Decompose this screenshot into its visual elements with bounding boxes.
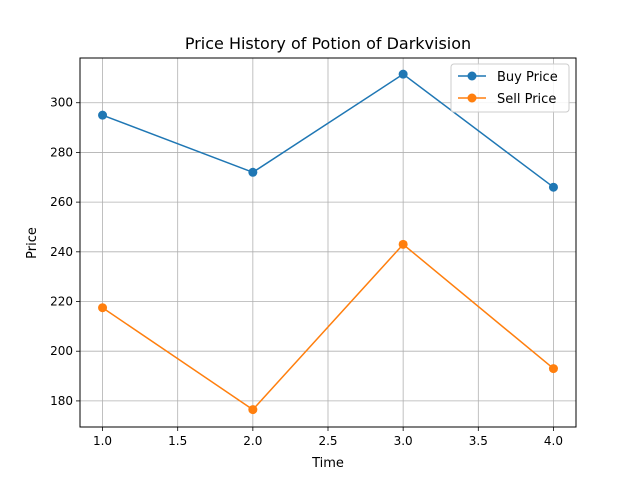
data-point-sell-price	[548, 364, 558, 374]
y-tick-label: 180	[50, 394, 73, 408]
series-sell-price	[98, 239, 558, 415]
legend-label-buy-price: Buy Price	[497, 70, 558, 85]
data-point-buy-price	[398, 69, 408, 79]
y-axis-ticks: 180 200 220 240 260 280 300	[50, 96, 80, 408]
y-tick-label: 220	[50, 295, 73, 309]
series-line-sell-price	[102, 243, 554, 411]
data-point-buy-price	[248, 167, 258, 177]
legend-swatch-marker	[467, 93, 477, 103]
y-tick-label: 200	[50, 344, 73, 358]
y-tick-label: 280	[50, 145, 73, 159]
x-tick-label: 2.0	[243, 434, 262, 448]
legend-entry-sell-price: Sell Price	[458, 92, 556, 107]
legend-swatch-marker	[467, 71, 477, 81]
y-tick-label: 260	[50, 195, 73, 209]
x-tick-label: 2.5	[318, 434, 337, 448]
data-point-buy-price	[98, 110, 108, 120]
x-tick-label: 3.0	[394, 434, 413, 448]
grid-lines	[80, 58, 576, 427]
data-point-sell-price	[248, 405, 258, 415]
legend-entry-buy-price: Buy Price	[458, 70, 558, 85]
x-axis-ticks: 1.0 1.5 2.0 2.5 3.0 3.5 4.0	[93, 427, 563, 448]
y-tick-label: 300	[50, 96, 73, 110]
series-buy-price	[98, 69, 558, 192]
x-axis-label: Time	[311, 456, 344, 471]
y-tick-label: 240	[50, 245, 73, 259]
y-axis-label: Price	[25, 227, 40, 259]
data-point-buy-price	[548, 182, 558, 192]
x-tick-label: 1.5	[168, 434, 187, 448]
legend-label-sell-price: Sell Price	[497, 92, 556, 107]
chart-title: Price History of Potion of Darkvision	[185, 34, 471, 53]
data-point-sell-price	[398, 239, 408, 249]
series-line-buy-price	[102, 73, 554, 188]
x-tick-label: 3.5	[469, 434, 488, 448]
data-point-sell-price	[98, 303, 108, 313]
x-tick-label: 4.0	[544, 434, 563, 448]
x-tick-label: 1.0	[93, 434, 112, 448]
legend: Buy Price Sell Price	[450, 63, 570, 113]
series-layer	[98, 69, 558, 415]
